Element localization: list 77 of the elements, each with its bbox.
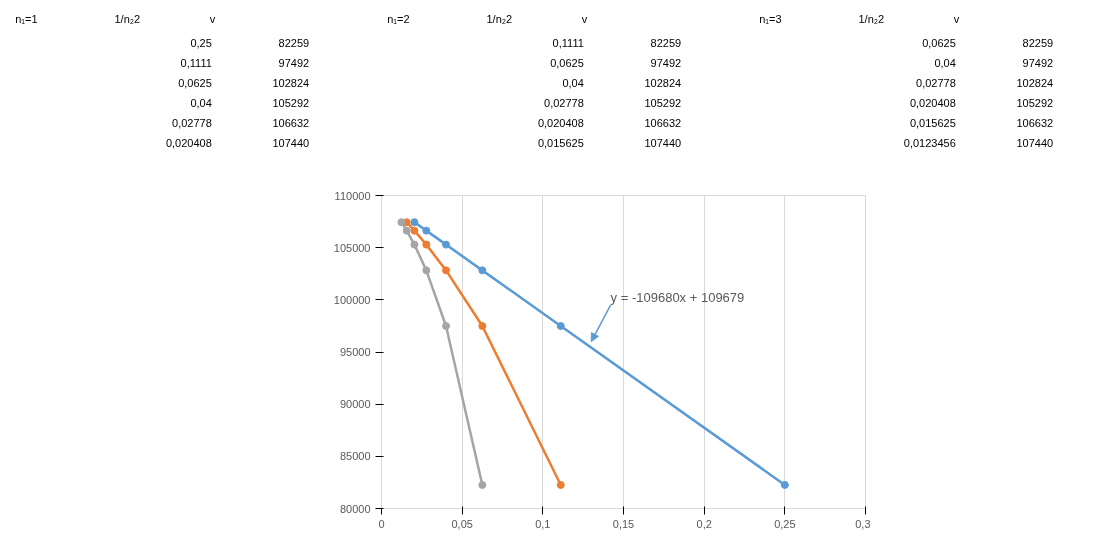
point [410,226,419,235]
point [442,266,451,275]
y-tick-label: 95000 [339,346,371,358]
text: 0,02778 [172,116,212,129]
text: v [209,12,216,25]
x-tick-label: 0,25 [774,517,796,530]
text: 106632 [272,116,310,129]
point [478,480,487,489]
text: v [953,12,960,25]
text: 0,04 [190,97,212,110]
text: n₁=2 [387,12,410,25]
point [397,218,406,227]
text: 0,1111 [552,37,584,50]
text: 1/n₂2 [114,12,141,25]
point [556,480,565,489]
text: n₁=1 [15,12,38,25]
text: 1/n₂2 [486,12,513,25]
text: 0,02778 [544,97,584,110]
text: 82259 [650,37,682,50]
text: 106632 [1016,116,1054,129]
text: 0,020408 [165,136,212,149]
point [556,322,565,330]
text: 105292 [272,97,310,110]
y-tick-label: 90000 [339,398,371,411]
text: 0,0625 [550,57,584,70]
text: 0,0625 [178,77,212,90]
text: 107440 [272,136,310,149]
text: 105292 [1016,97,1054,110]
y-tick-label: 110000 [334,189,371,202]
y-tick-label: 100000 [333,293,371,306]
text: 0,0625 [922,37,956,50]
point [478,266,487,275]
point [478,322,487,330]
x-tick-label: 0,1 [535,517,551,530]
point [422,226,431,235]
text: 0,0123456 [903,136,956,149]
text: 0,02778 [916,77,956,90]
point [422,266,431,275]
text: 82259 [1022,37,1054,50]
text: 0,020408 [537,116,584,129]
text: 102824 [644,77,682,90]
point [402,226,411,235]
text: 107440 [644,136,682,149]
text: 106632 [644,116,682,129]
point [422,240,431,249]
x-tick-label: 0 [378,517,385,530]
point [410,218,419,227]
text: 107440 [1016,136,1054,149]
point [442,322,451,330]
x-tick-label: 0,15 [612,517,635,530]
y-tick-label: 85000 [339,450,371,463]
text: 97492 [650,57,682,70]
text: 0,020408 [909,97,956,110]
text: n₁=3 [759,12,782,25]
annotation: y = -109680x + 109679 [610,290,745,306]
text: 97492 [278,57,310,70]
point [780,480,789,489]
y-tick-label: 80000 [339,502,371,515]
text: 105292 [644,97,682,110]
text: 0,04 [934,57,956,70]
x-tick-label: 0,3 [855,517,871,530]
text: v [581,12,588,25]
text: 102824 [1016,77,1054,90]
text: 1/n₂2 [858,12,885,25]
point [442,240,451,249]
text: 0,25 [190,37,212,50]
text: 0,04 [562,77,584,90]
text: 0,1111 [180,57,212,70]
text: 0,015625 [909,116,956,129]
text: 102824 [272,77,310,90]
text: 0,015625 [537,136,584,149]
text: 82259 [278,37,310,50]
point [410,240,419,249]
x-tick-label: 0,2 [696,517,712,530]
y-tick-label: 105000 [333,241,371,254]
x-tick-label: 0,05 [451,517,473,530]
text: 97492 [1022,57,1054,70]
